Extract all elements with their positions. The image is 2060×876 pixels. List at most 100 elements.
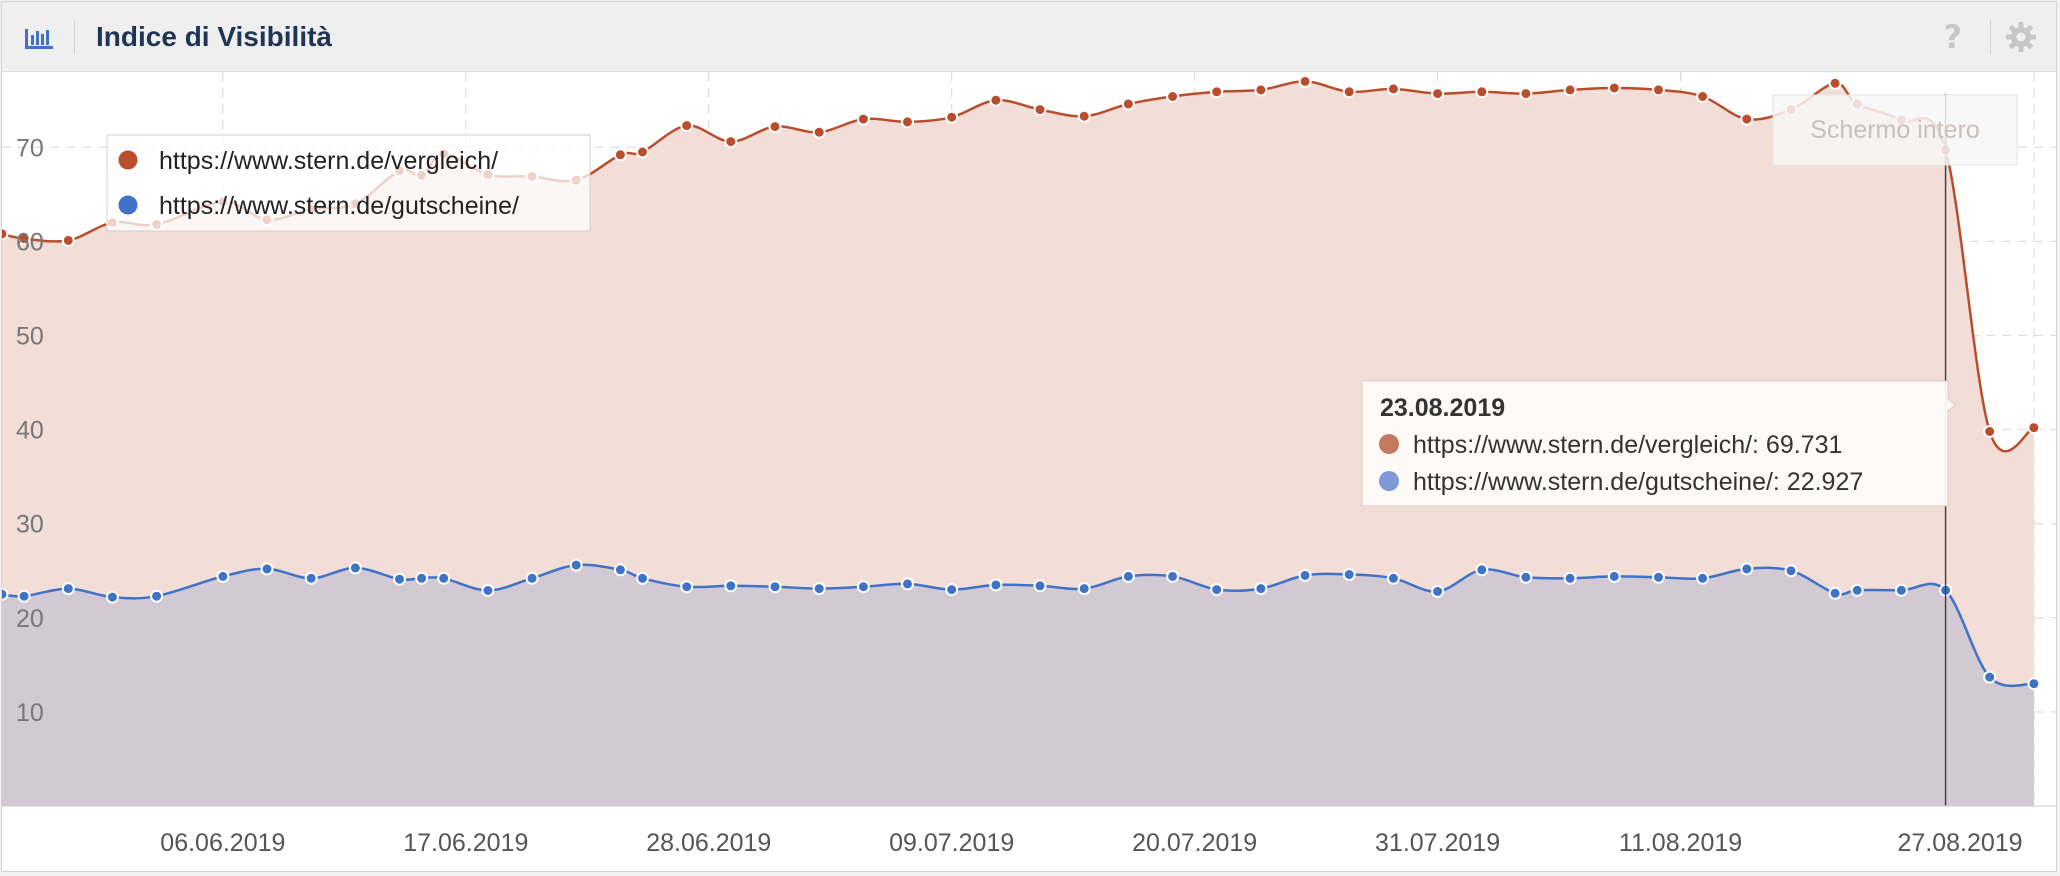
data-point-gutscheine	[613, 563, 627, 577]
data-point-vergleich	[768, 120, 782, 134]
data-point-gutscheine	[1077, 582, 1091, 596]
data-point-gutscheine	[1475, 563, 1489, 577]
help-icon[interactable]: ?	[1943, 18, 1962, 56]
y-tick-label: 50	[16, 322, 44, 350]
data-point-gutscheine	[989, 578, 1003, 592]
x-tick-label: 31.07.2019	[1375, 829, 1500, 857]
x-tick-label: 11.08.2019	[1619, 829, 1742, 857]
data-point-gutscheine	[1431, 584, 1445, 598]
data-point-vergleich	[1519, 87, 1533, 101]
gear-icon[interactable]	[2004, 20, 2038, 54]
legend-marker-vergleich	[118, 150, 138, 170]
data-point-gutscheine	[61, 582, 75, 596]
data-point-vergleich	[1254, 83, 1268, 97]
visibility-chart: 10 20 30 40 50 60 70 06.06.2019 17.06.2019 28.06.…	[2, 72, 2056, 857]
data-point-gutscheine	[636, 571, 649, 585]
data-point-gutscheine	[481, 584, 495, 597]
data-point-vergleich	[1121, 97, 1135, 111]
data-point-gutscheine	[348, 561, 362, 575]
data-point-gutscheine	[2, 587, 9, 601]
data-point-gutscheine	[1033, 579, 1047, 593]
data-point-gutscheine	[1850, 583, 1864, 597]
y-tick-label: 70	[16, 134, 44, 162]
data-point-gutscheine	[1652, 570, 1665, 584]
data-point-gutscheine	[1121, 569, 1135, 583]
fullscreen-button[interactable]: Schermo intero	[1772, 94, 2018, 166]
data-point-gutscheine	[525, 571, 539, 585]
header-divider	[74, 20, 75, 54]
y-tick-label: 30	[16, 511, 44, 539]
legend-item-vergleich[interactable]: https://www.stern.de/vergleich/	[159, 147, 498, 175]
data-point-vergleich	[1696, 90, 1710, 103]
data-point-vergleich	[1563, 83, 1577, 97]
data-point-gutscheine	[812, 582, 826, 596]
data-point-gutscheine	[150, 589, 164, 603]
y-tick-label: 10	[16, 699, 44, 727]
data-point-vergleich	[61, 233, 75, 247]
data-point-gutscheine	[2027, 677, 2041, 691]
data-point-gutscheine	[1983, 670, 1997, 684]
widget-header: Indice di Visibilità ?	[2, 2, 2056, 72]
data-point-vergleich	[1298, 74, 1312, 88]
data-point-gutscheine	[1210, 583, 1224, 597]
data-point-gutscheine	[304, 571, 318, 585]
data-point-gutscheine	[1166, 569, 1180, 583]
x-tick-label: 09.07.2019	[889, 829, 1014, 857]
x-tick-label: 20.07.2019	[1132, 829, 1257, 857]
x-tick-label: 28.06.2019	[646, 829, 771, 857]
data-point-vergleich	[680, 119, 694, 133]
data-point-vergleich	[1983, 425, 1997, 438]
data-point-vergleich	[1828, 76, 1842, 90]
data-point-gutscheine	[1784, 564, 1798, 578]
data-point-vergleich	[856, 112, 870, 126]
legend-marker-gutscheine	[118, 195, 138, 215]
data-point-gutscheine	[1828, 586, 1842, 600]
x-tick-label: 17.06.2019	[403, 829, 528, 857]
data-point-vergleich	[1475, 85, 1489, 99]
data-point-vergleich	[1652, 83, 1665, 97]
tooltip-row-gutscheine: https://www.stern.de/gutscheine/: 22.927	[1413, 468, 1863, 496]
tooltip: 23.08.2019 https://www.stern.de/vergleic…	[1361, 380, 1956, 507]
x-tick-label: 06.06.2019	[160, 829, 285, 857]
data-point-gutscheine	[105, 590, 119, 604]
data-point-vergleich	[1210, 85, 1224, 99]
data-point-gutscheine	[393, 572, 406, 586]
data-point-vergleich	[812, 125, 826, 139]
data-point-gutscheine	[1607, 569, 1621, 583]
data-point-gutscheine	[1254, 582, 1268, 596]
data-point-gutscheine	[1894, 583, 1908, 597]
data-point-gutscheine	[768, 580, 782, 594]
data-point-vergleich	[901, 115, 914, 129]
data-point-vergleich	[1607, 81, 1621, 95]
series-area-gutscheine	[2, 564, 2034, 806]
data-point-gutscheine	[901, 577, 914, 591]
bar-chart-icon	[25, 29, 53, 49]
data-point-gutscheine	[1298, 568, 1312, 582]
data-point-gutscheine	[1563, 571, 1577, 585]
tooltip-marker-vergleich	[1379, 434, 1399, 454]
data-point-vergleich	[1740, 112, 1754, 126]
data-point-vergleich	[724, 135, 738, 149]
data-point-gutscheine	[945, 583, 959, 597]
data-point-vergleich	[17, 232, 31, 246]
data-point-vergleich	[636, 145, 649, 159]
data-point-gutscheine	[415, 571, 429, 585]
y-tick-label: 40	[16, 417, 44, 445]
data-point-vergleich	[1166, 90, 1180, 103]
data-point-gutscheine	[1696, 571, 1710, 585]
data-point-gutscheine	[1386, 571, 1400, 585]
data-point-gutscheine	[1519, 570, 1533, 584]
tooltip-marker-gutscheine	[1379, 471, 1399, 491]
data-point-gutscheine	[680, 580, 694, 594]
data-point-vergleich	[1431, 87, 1445, 101]
data-point-gutscheine	[260, 562, 274, 576]
data-point-vergleich	[1033, 103, 1047, 117]
data-point-vergleich	[613, 148, 627, 162]
data-point-vergleich	[1342, 85, 1356, 99]
legend-item-gutscheine[interactable]: https://www.stern.de/gutscheine/	[159, 192, 519, 220]
data-point-gutscheine	[569, 558, 583, 572]
data-point-gutscheine	[724, 579, 738, 593]
data-point-gutscheine	[1740, 562, 1754, 576]
y-tick-label: 60	[16, 228, 44, 256]
